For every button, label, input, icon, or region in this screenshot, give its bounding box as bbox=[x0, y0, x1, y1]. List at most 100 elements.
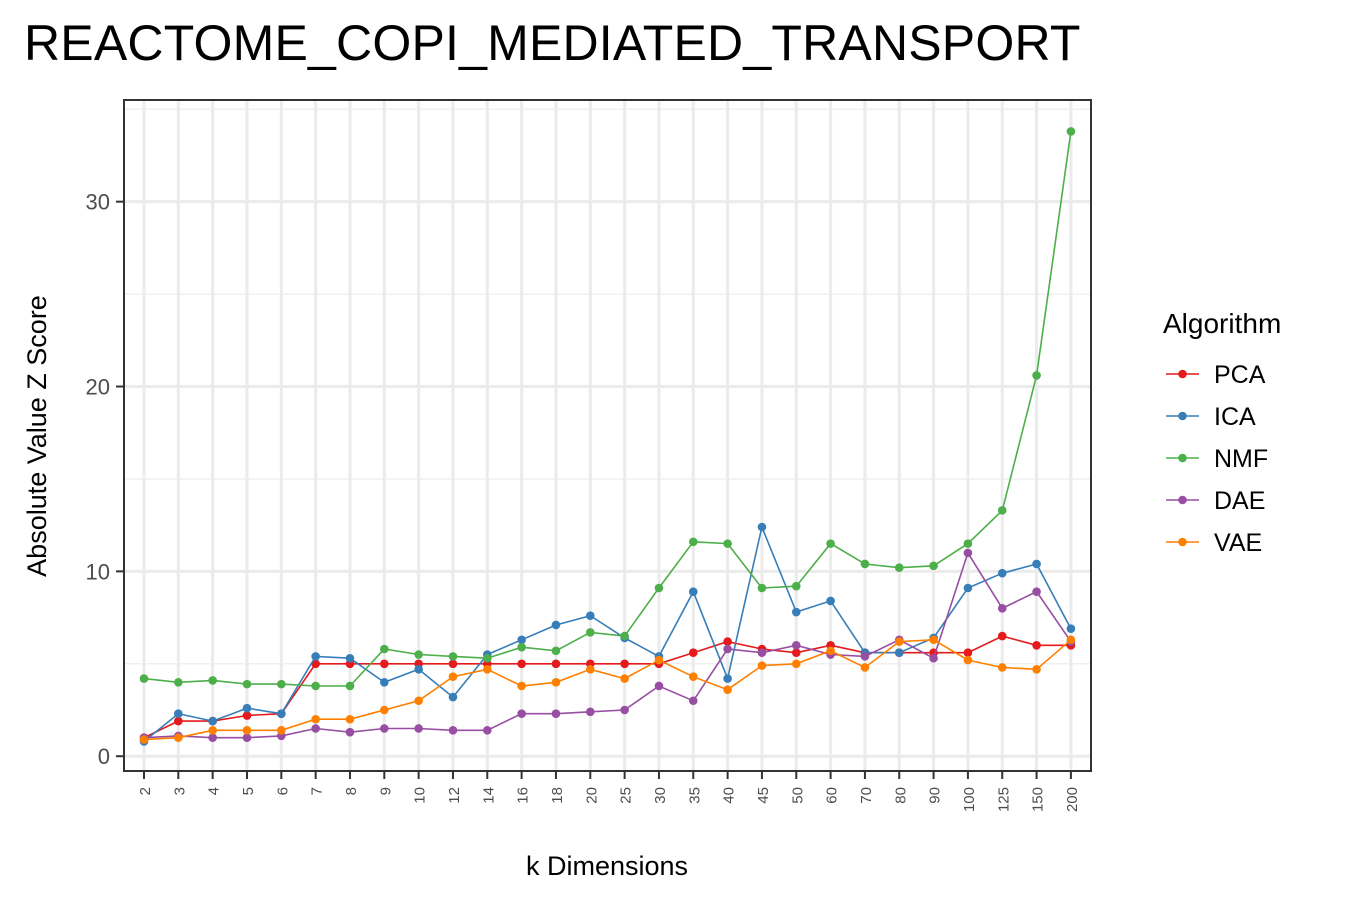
data-point-dae bbox=[208, 733, 217, 743]
data-point-nmf bbox=[963, 539, 973, 548]
data-point-dae bbox=[654, 681, 664, 691]
x-tick-label: 40 bbox=[721, 787, 738, 804]
data-point-vae bbox=[277, 726, 286, 735]
data-point-nmf bbox=[448, 652, 458, 661]
y-tick-label: 30 bbox=[86, 190, 110, 215]
x-tick-label: 100 bbox=[961, 787, 978, 812]
y-axis: 0 10 20 30 bbox=[86, 190, 124, 769]
data-point-dae bbox=[585, 707, 595, 717]
data-point-nmf bbox=[1032, 371, 1041, 380]
legend-item-vae: VAE bbox=[1166, 529, 1262, 557]
data-point-nmf bbox=[688, 537, 698, 547]
data-point-ica bbox=[997, 568, 1007, 578]
x-tick-label: 25 bbox=[618, 787, 635, 804]
legend-key-point bbox=[1178, 453, 1187, 463]
data-point-vae bbox=[620, 674, 629, 683]
data-point-nmf bbox=[791, 581, 801, 591]
x-tick-label: 16 bbox=[515, 787, 532, 804]
data-point-pca bbox=[963, 648, 973, 657]
chart-title: REACTOME_COPI_MEDIATED_TRANSPORT bbox=[24, 15, 1081, 71]
data-point-vae bbox=[483, 665, 492, 674]
data-point-vae bbox=[791, 659, 801, 669]
x-axis-title: k Dimensions bbox=[526, 851, 688, 881]
data-point-vae bbox=[414, 696, 423, 706]
data-point-ica bbox=[1066, 624, 1076, 633]
data-point-pca bbox=[517, 659, 526, 669]
data-point-dae bbox=[860, 652, 870, 661]
data-point-ica bbox=[517, 635, 526, 645]
data-point-nmf bbox=[517, 642, 526, 652]
data-point-dae bbox=[483, 726, 492, 735]
legend-title: Algorithm bbox=[1163, 308, 1281, 339]
x-tick-label: 5 bbox=[240, 787, 257, 795]
data-point-ica bbox=[208, 716, 217, 726]
x-tick-label: 200 bbox=[1064, 787, 1081, 812]
x-tick-label: 3 bbox=[171, 787, 188, 795]
data-point-pca bbox=[380, 659, 389, 669]
data-point-pca bbox=[620, 659, 629, 669]
data-point-nmf bbox=[654, 583, 664, 593]
x-tick-label: 125 bbox=[995, 787, 1012, 812]
data-point-dae bbox=[517, 709, 526, 718]
x-tick-label: 10 bbox=[412, 787, 429, 804]
x-tick-label: 6 bbox=[274, 787, 291, 795]
data-point-dae bbox=[1032, 587, 1041, 596]
y-tick-label: 20 bbox=[86, 375, 110, 400]
data-point-ica bbox=[345, 653, 355, 663]
x-tick-label: 50 bbox=[789, 787, 806, 804]
data-point-ica bbox=[688, 587, 698, 596]
legend-item-pca: PCA bbox=[1166, 361, 1266, 389]
grid-major bbox=[124, 100, 1091, 771]
data-point-dae bbox=[997, 604, 1007, 613]
data-point-nmf bbox=[380, 644, 389, 654]
data-point-ica bbox=[791, 607, 801, 617]
x-tick-label: 80 bbox=[892, 787, 909, 804]
series-line-pca bbox=[143, 635, 1071, 739]
data-point-pca bbox=[551, 659, 561, 669]
data-point-nmf bbox=[483, 653, 492, 663]
data-point-nmf bbox=[585, 628, 595, 637]
data-point-vae bbox=[654, 655, 664, 665]
data-point-nmf bbox=[311, 681, 320, 691]
data-point-dae bbox=[345, 727, 355, 737]
legend-key-point bbox=[1178, 495, 1187, 505]
data-point-vae bbox=[997, 663, 1007, 672]
series-nmf bbox=[139, 127, 1076, 691]
series-line-dae bbox=[143, 551, 1072, 739]
legend-key-point bbox=[1178, 411, 1187, 421]
data-point-vae bbox=[585, 665, 595, 674]
data-point-nmf bbox=[723, 539, 732, 548]
data-point-nmf bbox=[929, 561, 938, 571]
data-point-nmf bbox=[1066, 127, 1076, 136]
data-point-ica bbox=[757, 522, 767, 532]
data-point-pca bbox=[174, 716, 183, 726]
legend-items: PCA ICA NMF DAE VAE bbox=[1166, 361, 1268, 557]
y-axis-title: Absolute Value Z Score bbox=[22, 295, 52, 577]
data-point-pca bbox=[791, 648, 801, 657]
legend-key-point bbox=[1178, 369, 1187, 379]
data-point-dae bbox=[242, 733, 252, 743]
data-point-nmf bbox=[277, 679, 286, 689]
data-point-pca bbox=[688, 648, 698, 657]
x-tick-label: 9 bbox=[377, 787, 394, 795]
series-vae bbox=[139, 635, 1076, 744]
x-tick-label: 45 bbox=[755, 787, 772, 804]
x-axis: 2 3 4 5 6 7 8 9 10 12 14 16 18 20 25 30 35 40 45 50 60 70 80 90… bbox=[137, 771, 1081, 812]
data-point-dae bbox=[380, 724, 389, 733]
data-point-dae bbox=[688, 696, 698, 706]
data-point-pca bbox=[448, 659, 458, 669]
x-tick-label: 7 bbox=[309, 787, 326, 795]
legend-key-point bbox=[1178, 537, 1187, 547]
data-point-ica bbox=[414, 665, 423, 674]
data-point-dae bbox=[620, 705, 629, 715]
data-point-dae bbox=[963, 548, 973, 558]
data-point-dae bbox=[929, 653, 938, 663]
x-tick-label: 4 bbox=[206, 787, 223, 795]
data-point-nmf bbox=[894, 563, 904, 572]
data-point-dae bbox=[414, 724, 423, 733]
data-point-nmf bbox=[414, 650, 423, 659]
data-point-pca bbox=[723, 637, 732, 646]
data-point-ica bbox=[174, 709, 183, 718]
data-point-dae bbox=[448, 726, 458, 735]
legend-label: VAE bbox=[1214, 529, 1262, 557]
